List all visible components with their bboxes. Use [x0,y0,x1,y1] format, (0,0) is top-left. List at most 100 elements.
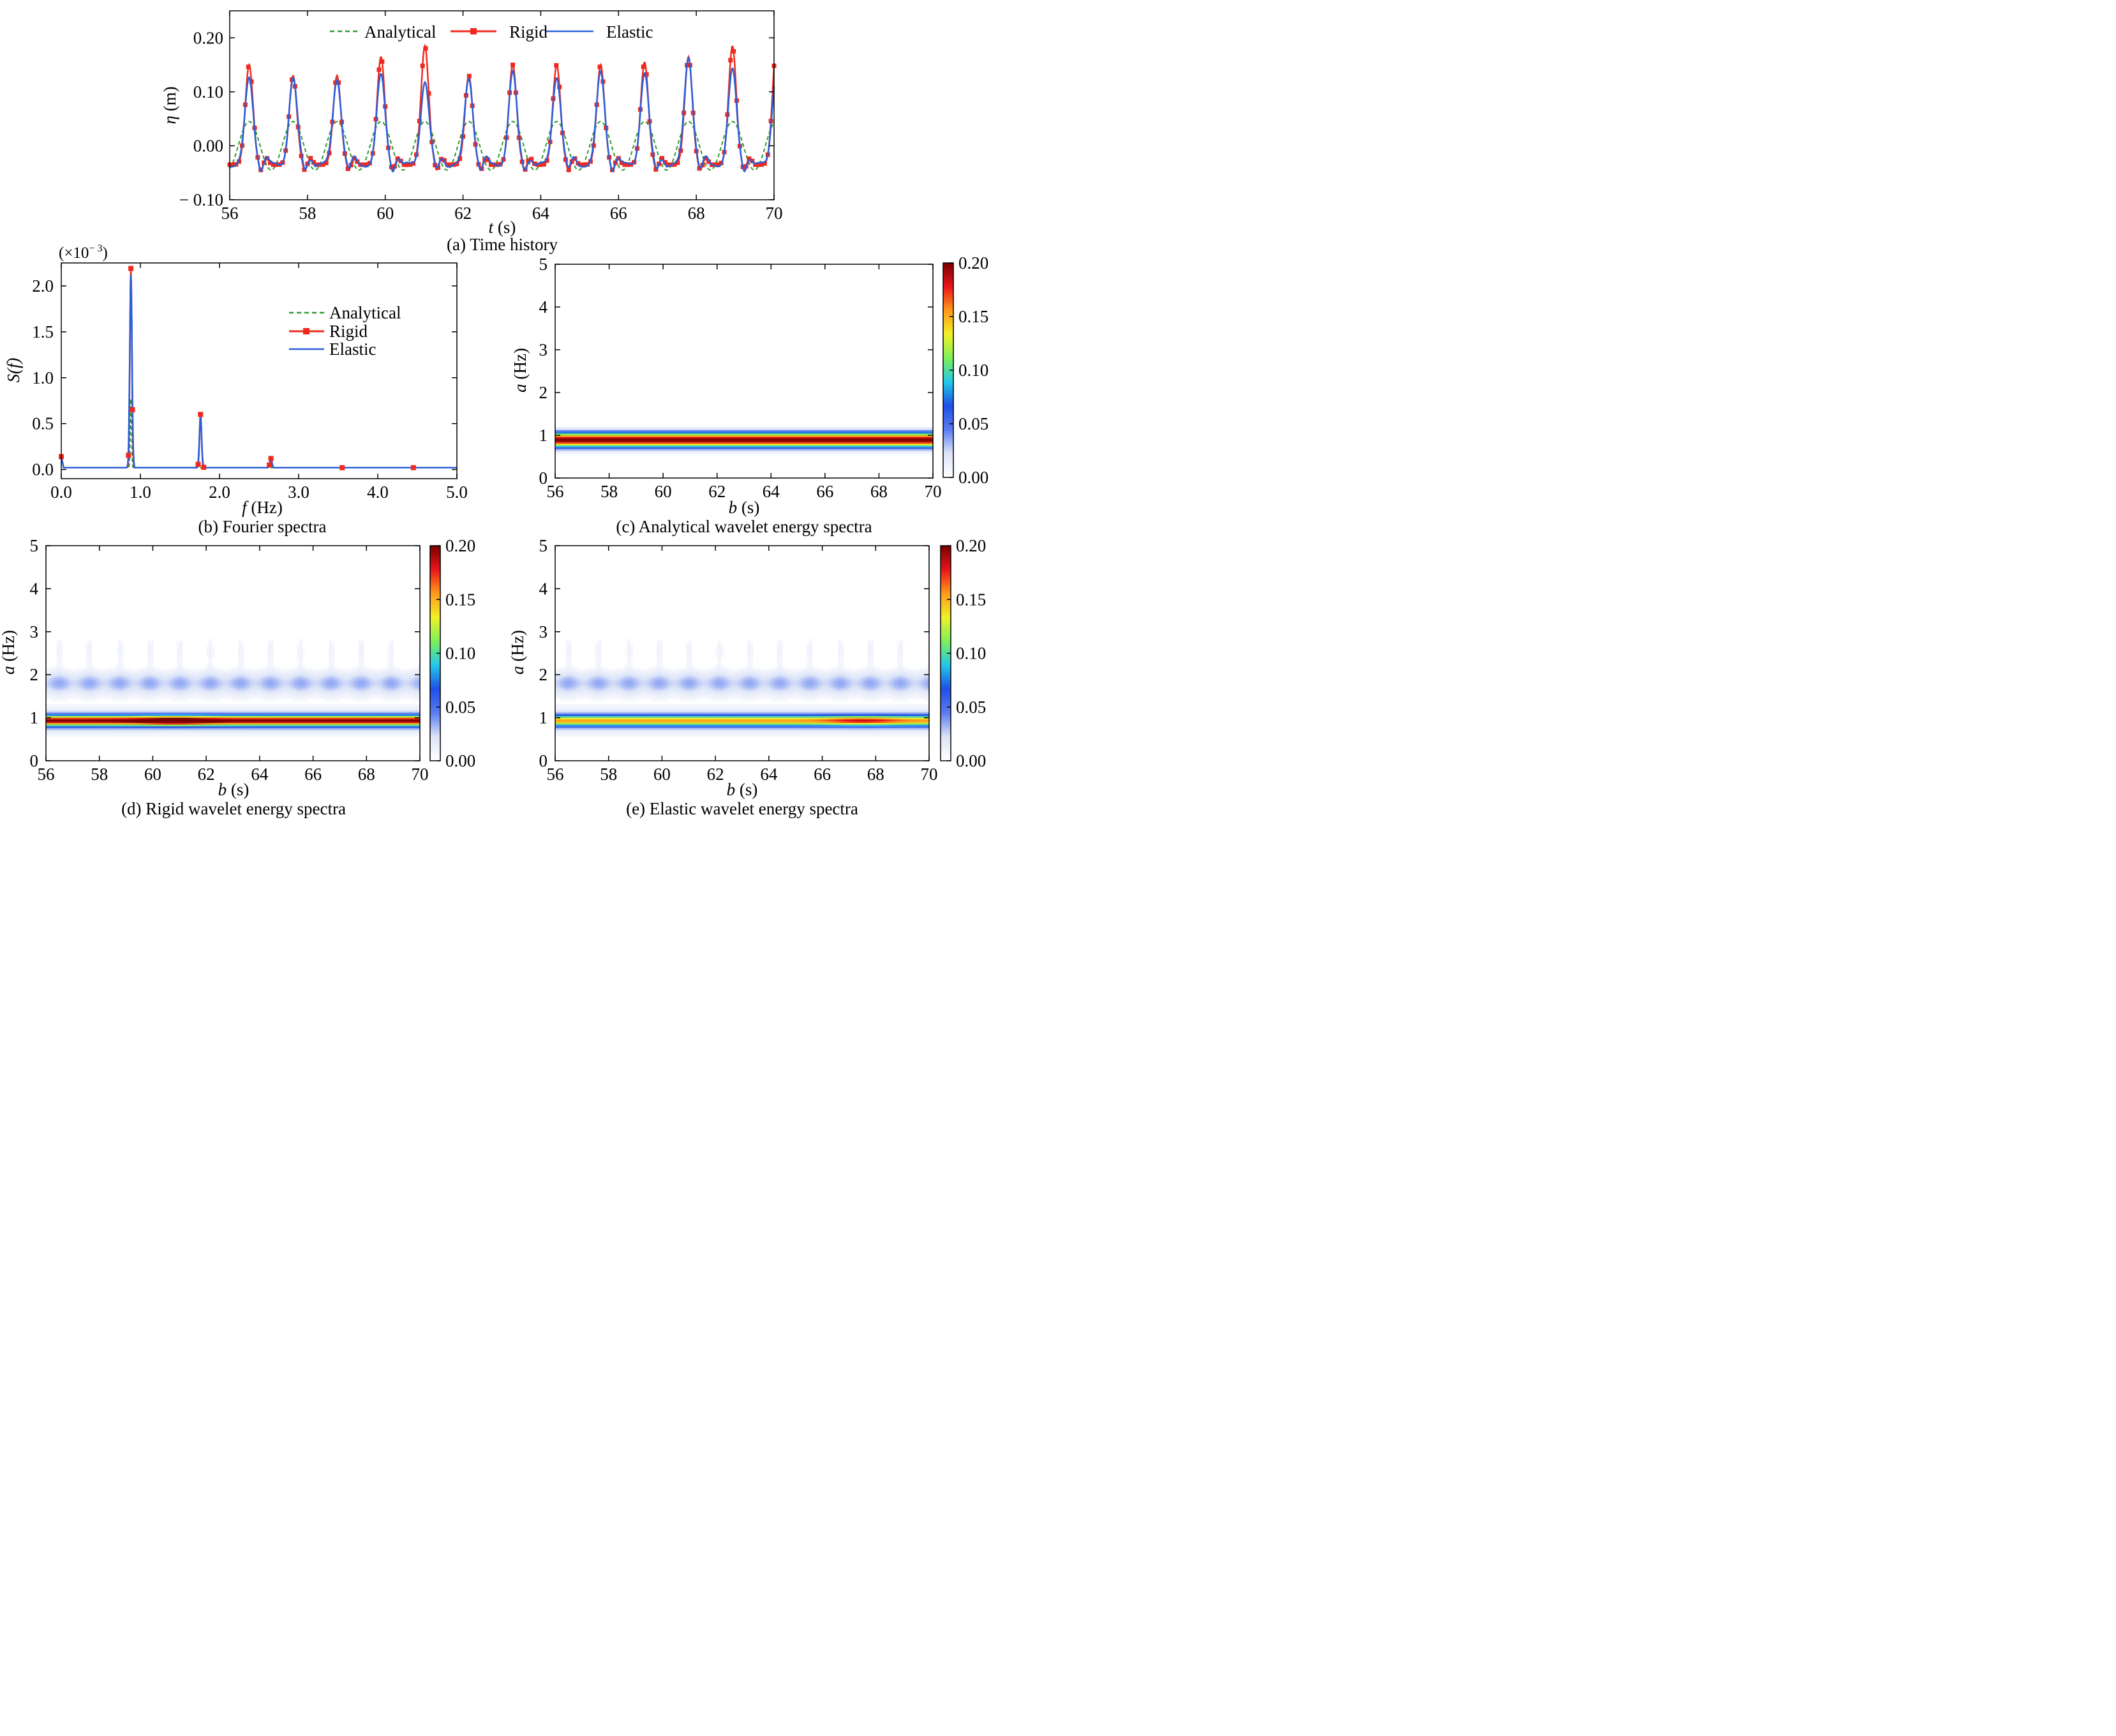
xtick-a: 64 [532,204,550,223]
colorbar-tick-d: 0.00 [445,751,475,770]
marker-a-rigid [703,156,708,161]
ytick-c: 0 [539,468,548,488]
panel-time-history: 56 58 60 62 64 66 68 70 − 0.10 0.00 0.10 0.20 Analy… [160,10,783,254]
ytick-d: 4 [30,579,39,598]
marker-a-rigid [420,63,425,68]
marker-a-rigid [320,162,325,167]
marker-a-rigid [345,166,350,171]
xtick-a: 70 [766,204,783,223]
plot-frame-e [555,545,930,761]
marker-a-rigid [675,160,680,165]
multiplier-b: (×10− 3) [59,243,108,262]
marker-a-rigid [541,161,546,167]
xtick-b: 4.0 [367,483,389,502]
xtick-d: 64 [251,765,269,784]
ytick-d: 1 [30,708,39,728]
marker-b-rigid [130,407,135,412]
xtick-d: 68 [358,765,375,784]
xtick-c: 68 [870,482,888,501]
marker-a-rigid [271,162,276,167]
xtick-e: 56 [547,765,564,784]
xtick-e: 68 [867,765,884,784]
panel-elastic-wavelet: 56 58 60 62 64 66 68 70 0 1 2 3 4 5 0.00 0.05 0.10 0.15 0… [508,536,986,818]
colorbar-tick-d: 0.20 [445,536,475,555]
ytick-b: 0.0 [32,460,54,479]
xtick-e: 58 [600,765,617,784]
marker-a-rigid [728,57,733,63]
panel-rigid-wavelet: 56 58 60 62 64 66 68 70 0 1 2 3 4 5 0.00 0.05 0.10 0.15 0… [0,536,475,818]
marker-b-rigid [267,462,272,468]
ytick-e: 4 [539,579,548,598]
marker-b-rigid [410,465,416,470]
ylabel-d: a (Hz) [0,630,18,675]
xlabel-e: b (s) [727,780,758,799]
marker-a-rigid [264,156,269,161]
marker-b-rigid [195,461,201,467]
xtick-d: 70 [412,765,429,784]
marker-a-rigid [662,160,667,165]
series-b-rigid [60,268,457,468]
marker-a-rigid [308,156,313,161]
ytick-c: 2 [539,383,548,402]
colorbar-tick-c: 0.15 [958,307,988,326]
ytick-c: 5 [539,255,548,274]
plot-frame-c [555,264,934,479]
xtick-c: 60 [655,482,672,501]
marker-a-rigid [376,67,382,72]
marker-a-rigid [454,161,459,167]
marker-a-rigid [405,162,410,167]
marker-b-rigid [126,453,131,458]
marker-a-rigid [380,59,385,64]
marker-a-rigid [249,79,254,84]
ytick-d: 3 [30,622,39,641]
legend-b: Analytical Rigid Elastic [289,303,401,359]
marker-b-rigid [198,412,204,417]
marker-a-rigid [466,73,472,79]
marker-a-rigid [625,162,630,167]
marker-a-rigid [324,160,329,165]
ytick-d: 2 [30,665,39,684]
marker-a-rigid [486,157,491,162]
marker-a-rigid [458,156,463,161]
ytick-c: 4 [539,297,548,317]
ytick-e: 5 [539,536,548,555]
xtick-c: 62 [708,482,726,501]
marker-a-rigid [619,160,624,165]
xtick-c: 66 [816,482,833,501]
marker-a-rigid [566,167,571,172]
xtick-c: 56 [547,482,564,501]
marker-a-rigid [759,162,764,167]
colorbar-tick-d: 0.05 [445,698,475,717]
colorbar-tick-e: 0.05 [956,698,986,717]
marker-a-rigid [498,161,503,167]
marker-a-rigid [488,162,493,167]
marker-a-rigid [314,162,319,167]
xtick-b: 1.0 [130,483,151,502]
ytick-b: 1.0 [32,368,54,387]
xtick-d: 58 [91,765,108,784]
ytick-b: 0.5 [32,414,54,433]
marker-a-rigid [622,162,627,167]
marker-a-rigid [408,162,413,167]
xlabel-a: t (s) [489,218,516,237]
marker-a-rigid [579,162,584,167]
marker-a-rigid [246,64,251,70]
xtick-b: 0.0 [50,483,72,502]
marker-a-rigid [423,46,428,51]
colorbar-tick-c: 0.00 [958,468,988,487]
colorbar-tick-e: 0.20 [956,536,986,555]
legend-a-analytical: Analytical [364,22,436,41]
ytick-e: 3 [539,622,548,641]
xtick-a: 58 [299,204,316,223]
colorbar-tick-d: 0.10 [445,644,475,663]
marker-a-rigid [672,162,677,167]
caption-d: (d) Rigid wavelet energy spectra [121,799,346,818]
ytick-e: 0 [539,751,548,770]
marker-a-rigid [526,158,531,163]
ytick-e: 2 [539,665,548,684]
caption-e: (e) Elastic wavelet energy spectra [626,799,858,818]
ylabel-a: η (m) [160,86,179,124]
marker-a-rigid [653,167,659,172]
xtick-c: 70 [925,482,942,501]
colorbar-tick-c: 0.10 [958,361,988,380]
